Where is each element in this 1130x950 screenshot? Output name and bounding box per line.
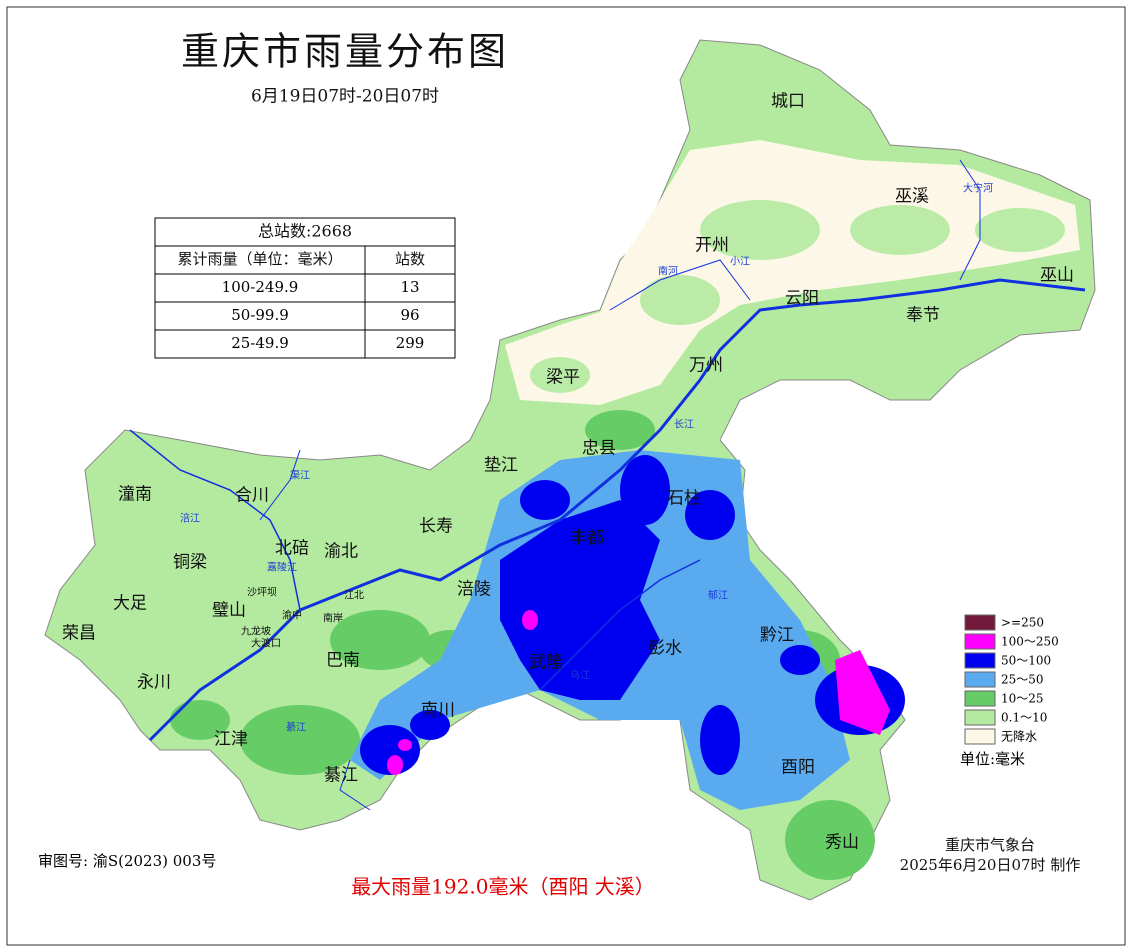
place: 丰都 [570,529,604,549]
place: 巴南 [326,651,360,671]
table-cell: 299 [396,334,425,352]
river-label: 长江 [674,419,694,431]
river-label: 大宁河 [963,182,993,195]
place: 梁平 [546,368,580,388]
place: 城口 [771,92,805,112]
place: 武隆 [529,653,563,673]
legend-unit: 单位:毫米 [960,750,1025,768]
place: 合川 [235,486,269,506]
table-header: 累计雨量（单位：毫米） [177,250,342,268]
rainstorm-area [360,455,905,775]
place-small: 江北 [344,590,364,602]
table-cell: 96 [400,306,419,324]
place: 永川 [137,673,171,693]
river-label: 綦江 [286,721,306,734]
legend-label: 无降水 [1001,730,1037,744]
legend-swatch [964,633,996,650]
place: 潼南 [118,485,152,505]
place: 开州 [695,236,729,256]
river-label: 小江 [730,256,750,268]
place: 綦江 [324,766,358,786]
table-cell: 25-49.9 [231,334,289,352]
river-labels: 大宁河 南河 小江 长江 涪江 嘉陵江 渠江 乌江 綦江 郁江 [180,182,993,734]
legend-swatch [964,709,996,726]
place: 铜梁 [173,553,207,573]
table-cell: 50-99.9 [231,306,289,324]
river-label: 嘉陵江 [267,561,297,574]
approval-number: 审图号: 渝S(2023) 003号 [38,852,216,870]
legend-swatch [964,728,996,745]
place: 江津 [214,730,248,750]
agency: 重庆市气象台 [945,836,1035,854]
river-label: 涪江 [180,512,200,525]
place: 南川 [421,701,455,721]
place-small: 大渡口 [251,637,281,650]
place: 奉节 [906,306,940,326]
legend-label: >=250 [1001,616,1044,630]
place-small: 渝中 [282,609,302,622]
river-label: 乌江 [570,669,590,682]
river-label: 渠江 [290,470,310,482]
river-label: 郁江 [708,589,728,602]
river-label: 南河 [658,265,678,278]
place: 忠县 [582,439,616,459]
place: 云阳 [785,289,819,309]
station-table [154,217,456,359]
legend-label: 25～50 [1001,673,1044,687]
place: 渝北 [324,542,358,562]
legend-label: 0.1～10 [1001,711,1047,725]
place: 彭水 [648,639,682,659]
table-cell: 100-249.9 [222,278,299,296]
legend-label: 50～100 [1001,654,1051,668]
subtitle: 6月19日07时-20日07时 [251,87,439,107]
place: 长寿 [419,517,453,537]
legend-label: 100～250 [1001,635,1059,649]
rivers [129,159,1086,811]
legend-label: 10～25 [1001,692,1044,706]
place: 黔江 [760,626,794,646]
place: 璧山 [212,601,246,621]
no-rain-area [505,140,1080,405]
place: 巫山 [1040,266,1074,286]
place-small: 沙坪坝 [247,586,277,599]
place-small: 南岸 [323,612,343,625]
place: 万州 [689,356,723,376]
place: 巫溪 [895,187,929,207]
made-time: 2025年6月20日07时 制作 [900,856,1081,874]
torrential-rain-area [387,610,890,775]
legend-swatch [964,614,996,631]
legend-swatch [964,671,996,688]
table-header: 站数 [395,250,425,268]
place: 酉阳 [781,758,815,778]
place: 石柱 [667,489,701,509]
place: 垫江 [484,456,518,476]
place: 北碚 [275,539,309,559]
place: 大足 [113,594,147,614]
legend-swatch [964,690,996,707]
table-cell: 13 [400,278,419,296]
place-labels: 城口 巫溪 开州 云阳 奉节 巫山 梁平 万州 忠县 石柱 垫江 丰都 长寿 涪… [62,92,1074,853]
max-rain-note: 最大雨量192.0毫米（酉阳 大溪） [351,875,655,899]
place: 荣昌 [62,624,96,644]
place: 秀山 [825,833,859,853]
place: 涪陵 [457,580,491,600]
title: 重庆市雨量分布图 [181,30,509,74]
table-title: 总站数:2668 [258,222,352,241]
place-small: 九龙坡 [241,625,271,638]
legend-swatch [964,652,996,669]
light-rain-patches [530,55,1065,393]
